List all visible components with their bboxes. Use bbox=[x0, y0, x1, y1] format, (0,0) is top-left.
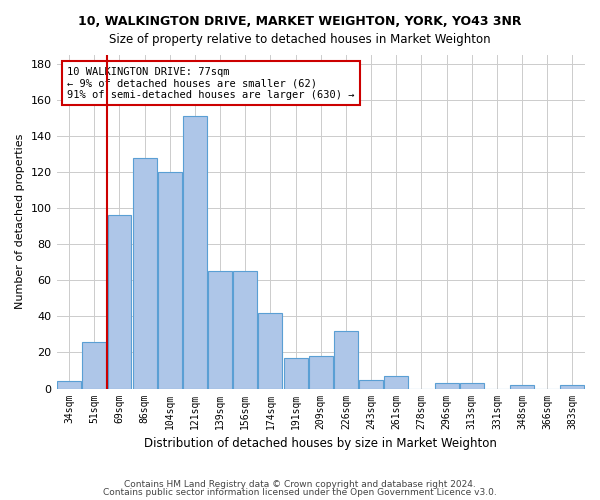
Bar bbox=[208, 272, 232, 388]
Text: Size of property relative to detached houses in Market Weighton: Size of property relative to detached ho… bbox=[109, 32, 491, 46]
Bar bbox=[259, 313, 283, 388]
Text: 10, WALKINGTON DRIVE, MARKET WEIGHTON, YORK, YO43 3NR: 10, WALKINGTON DRIVE, MARKET WEIGHTON, Y… bbox=[78, 15, 522, 28]
Text: 10 WALKINGTON DRIVE: 77sqm
← 9% of detached houses are smaller (62)
91% of semi-: 10 WALKINGTON DRIVE: 77sqm ← 9% of detac… bbox=[67, 66, 355, 100]
X-axis label: Distribution of detached houses by size in Market Weighton: Distribution of detached houses by size … bbox=[145, 437, 497, 450]
Bar bbox=[284, 358, 308, 388]
Bar bbox=[560, 385, 584, 388]
Bar bbox=[359, 380, 383, 388]
Bar bbox=[133, 158, 157, 388]
Bar bbox=[107, 216, 131, 388]
Text: Contains public sector information licensed under the Open Government Licence v3: Contains public sector information licen… bbox=[103, 488, 497, 497]
Bar bbox=[158, 172, 182, 388]
Bar bbox=[57, 382, 81, 388]
Bar bbox=[434, 383, 458, 388]
Bar bbox=[82, 342, 106, 388]
Bar bbox=[233, 272, 257, 388]
Bar bbox=[183, 116, 207, 388]
Bar bbox=[510, 385, 534, 388]
Text: Contains HM Land Registry data © Crown copyright and database right 2024.: Contains HM Land Registry data © Crown c… bbox=[124, 480, 476, 489]
Bar bbox=[309, 356, 333, 388]
Y-axis label: Number of detached properties: Number of detached properties bbox=[15, 134, 25, 310]
Bar bbox=[334, 331, 358, 388]
Bar bbox=[385, 376, 408, 388]
Bar bbox=[460, 383, 484, 388]
